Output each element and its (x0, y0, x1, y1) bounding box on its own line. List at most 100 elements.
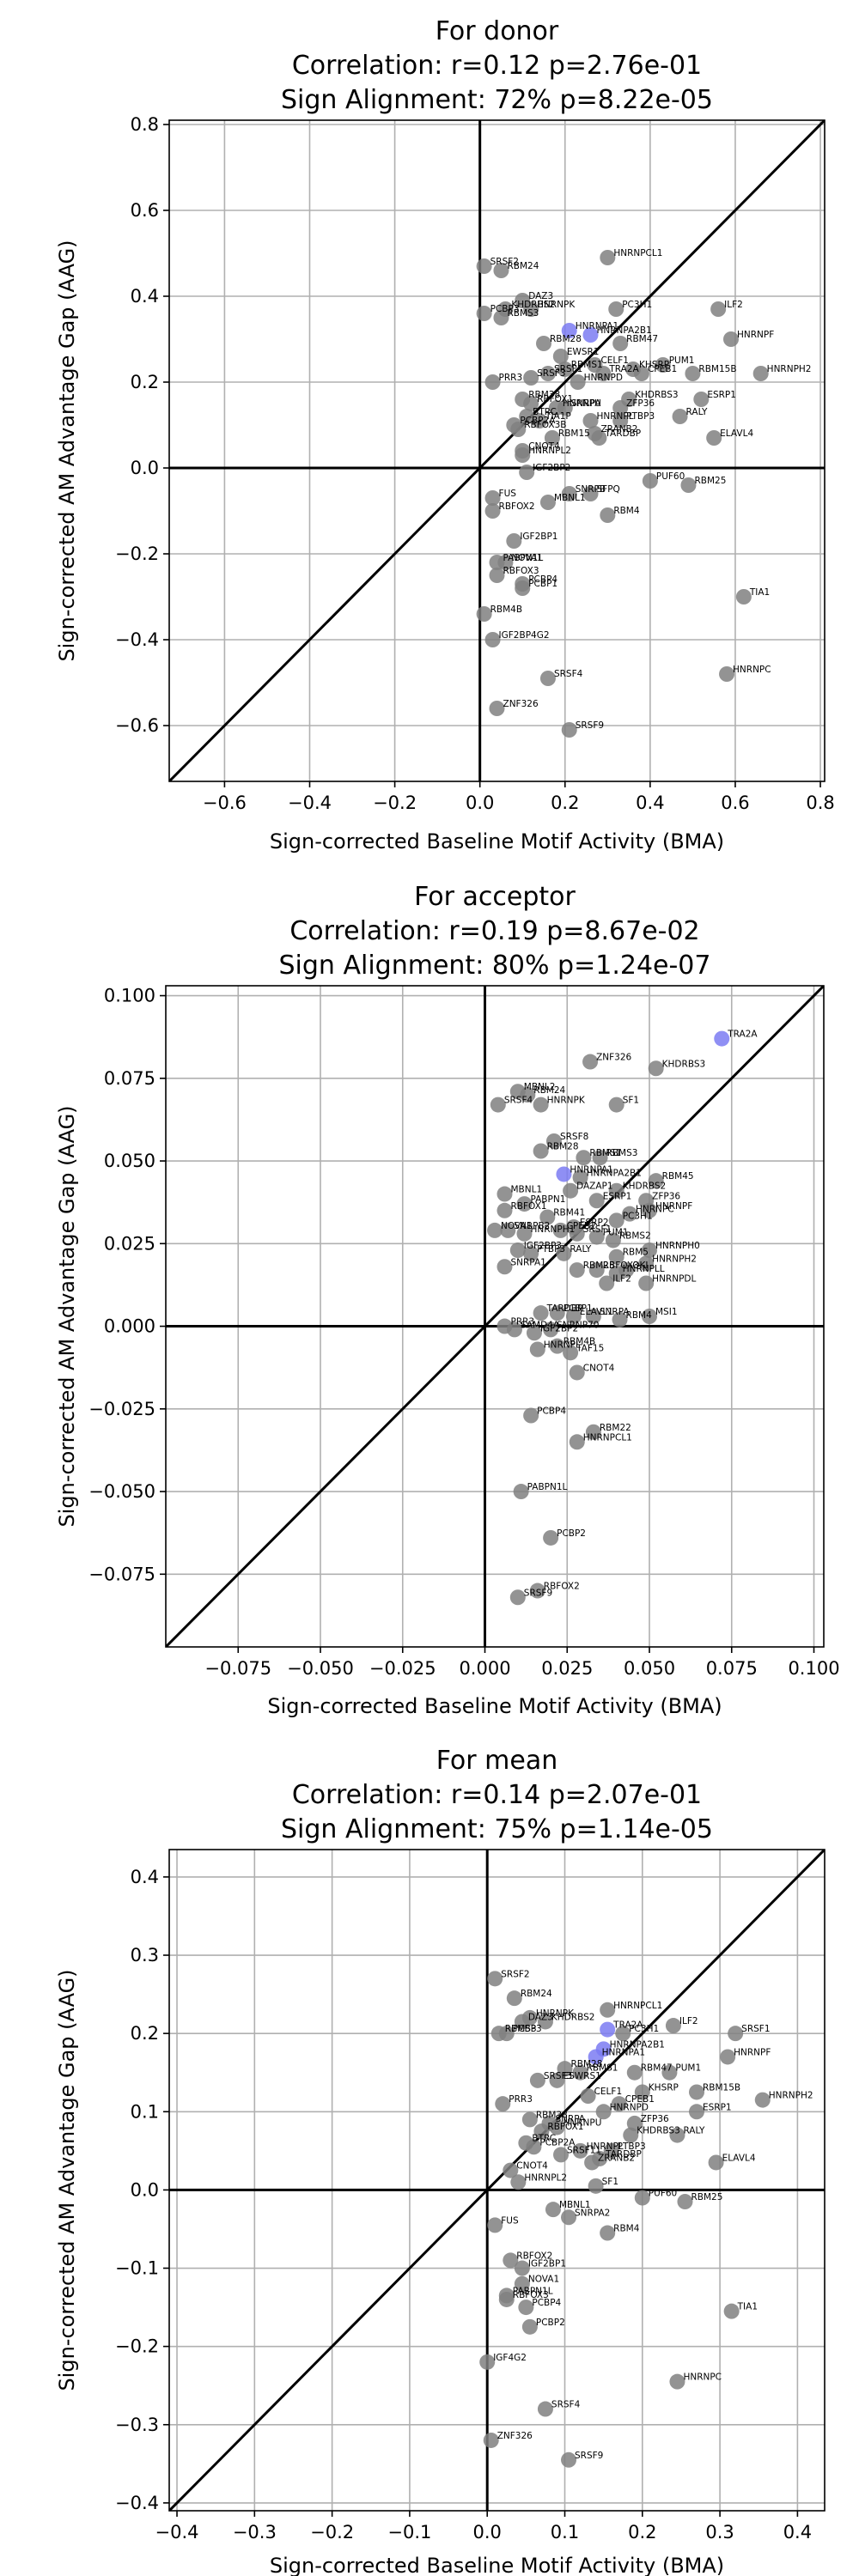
point-label: IGF4G2 (493, 2353, 527, 2363)
point-label: TARDBP (546, 1303, 583, 1314)
point-label: SNRNP70 (557, 1320, 599, 1330)
data-point (723, 331, 739, 347)
data-point (556, 1166, 572, 1182)
point-label: TAF15 (576, 1343, 604, 1353)
point-label: HNRNPA2B1 (587, 1168, 642, 1178)
point-label: PCBP2 (557, 1528, 586, 1539)
data-point (708, 2154, 724, 2171)
point-label: HNRNPC (733, 665, 771, 675)
data-point (479, 2354, 496, 2370)
data-point (642, 1309, 658, 1324)
data-point (510, 422, 527, 437)
data-point (648, 1060, 664, 1077)
point-label: TARDBP (604, 428, 641, 439)
x-tick-label: −0.075 (204, 1658, 271, 1679)
y-tick-label: −0.2 (115, 544, 159, 564)
data-point (752, 366, 769, 381)
data-point (519, 465, 535, 480)
data-point (498, 2291, 515, 2307)
point-label: ILF2 (612, 1274, 631, 1285)
y-tick-label: 0.0 (131, 2179, 159, 2200)
point-label: ELAVL4 (722, 2153, 756, 2163)
y-tick-label: −0.4 (115, 2493, 159, 2513)
point-label: PRR3 (509, 2094, 533, 2105)
point-label: HNRNPD (584, 373, 623, 383)
data-point (523, 396, 539, 411)
data-point (529, 1583, 545, 1599)
y-tick-label: 0.2 (131, 372, 159, 392)
point-label: RBFOX3 (603, 1261, 639, 1271)
data-point (588, 1193, 605, 1209)
data-point (669, 2127, 685, 2143)
point-label: HNRNPU (563, 2117, 601, 2128)
y-tick-label: 0.100 (104, 986, 155, 1006)
data-point (612, 336, 629, 351)
data-point (552, 2147, 569, 2163)
point-label: PCBP3 (490, 304, 520, 314)
point-label: RBFOX2 (544, 1582, 580, 1592)
y-tick-label: −0.025 (88, 1399, 155, 1419)
data-point (582, 413, 599, 428)
point-label: HNRNPC (636, 1205, 674, 1215)
x-axis-label: Sign-corrected Baseline Motif Activity (… (267, 1694, 722, 1718)
x-tick-label: 0.0 (473, 2522, 502, 2543)
data-point (754, 2092, 771, 2108)
data-point (600, 2002, 616, 2018)
point-label: HNRNPLL (623, 1264, 665, 1274)
point-label: TARDBP (605, 2149, 642, 2160)
point-label: IGF2BP2 (533, 463, 570, 473)
point-label: RBM15B (698, 364, 736, 374)
point-label: SRSF9 (576, 720, 604, 731)
point-label: NOVA1 (528, 2275, 559, 2285)
point-label: ELAVL4 (720, 428, 753, 439)
data-point (612, 413, 629, 428)
data-point (533, 1305, 549, 1321)
data-point (557, 2061, 573, 2077)
point-label: PRR3 (510, 1317, 534, 1327)
data-point (539, 1209, 556, 1225)
x-tick-label: 0.4 (783, 2522, 812, 2543)
point-label: PC3H1 (622, 300, 652, 310)
point-label: HNRNPDL (652, 1274, 696, 1285)
data-point (569, 1262, 585, 1279)
data-point (514, 2260, 530, 2276)
point-label: PUF60 (656, 471, 685, 482)
data-point (706, 430, 722, 446)
point-label: RBM38 (528, 390, 560, 400)
point-label: SAMD4A (521, 1320, 560, 1330)
data-point (523, 370, 539, 386)
point-label: HNRNPK (537, 300, 576, 310)
data-point (487, 1222, 503, 1238)
data-point (537, 2401, 553, 2417)
data-point (523, 1245, 539, 1261)
point-label: TRA2A (612, 2020, 643, 2031)
data-point (570, 374, 586, 390)
data-point (623, 2127, 639, 2143)
point-label: RBM47 (641, 2063, 673, 2074)
data-point (549, 1338, 565, 1354)
point-label: HNRNPH2 (767, 364, 812, 374)
data-point (580, 2088, 596, 2105)
y-tick-label: 0.8 (131, 114, 159, 135)
y-tick-label: −0.3 (115, 2415, 159, 2435)
point-label: MBNL2 (524, 1082, 556, 1092)
point-label: PABPN1L (503, 553, 544, 563)
data-point (516, 1225, 533, 1242)
point-label: TIA1 (749, 587, 770, 598)
point-label: MSI1 (655, 1307, 678, 1317)
data-point (523, 1407, 539, 1424)
reference-lines (166, 986, 824, 1647)
point-label: TRA2A (608, 364, 639, 374)
data-point (513, 1484, 529, 1500)
data-point (680, 477, 697, 493)
y-axis-label: Sign-corrected AM Advantage Gap (AAG) (55, 240, 79, 661)
point-label: ZRANB2 (598, 2153, 635, 2163)
data-point (497, 555, 514, 570)
y-tick-label: 0.075 (104, 1068, 155, 1089)
data-point (484, 374, 501, 390)
point-label: RBM25 (694, 476, 726, 486)
point-label: HNRNPCL1 (583, 1432, 632, 1443)
data-point (622, 1206, 638, 1222)
x-tick-label: −0.2 (310, 2522, 354, 2543)
